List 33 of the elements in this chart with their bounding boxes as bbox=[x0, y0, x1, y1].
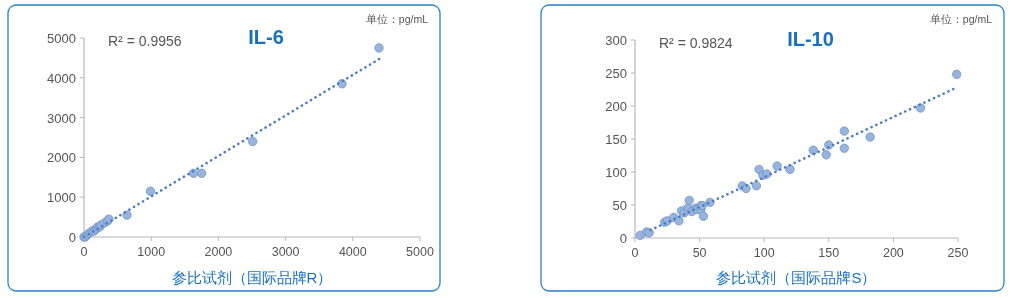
y-tick-label: 5000 bbox=[47, 31, 76, 46]
text: 单位：pg/mL bbox=[929, 13, 993, 25]
text: 单位：pg/mL bbox=[365, 13, 429, 25]
x-tick-label: 100 bbox=[753, 246, 775, 260]
x-tick-label: 5000 bbox=[406, 245, 434, 259]
y-tick-label: 50 bbox=[612, 198, 627, 213]
x-tick-label: 3000 bbox=[271, 245, 300, 259]
y-tick-label: 0 bbox=[68, 230, 76, 245]
chart-title: IL-6 bbox=[248, 26, 284, 48]
x-tick-label: 2000 bbox=[204, 245, 233, 259]
y-tick-label: 4000 bbox=[47, 70, 76, 86]
x-tick-label: 1000 bbox=[137, 245, 166, 259]
x-tick-label: 0 bbox=[80, 245, 88, 259]
x-tick-label: 0 bbox=[631, 246, 639, 260]
y-tick-label: 0 bbox=[619, 231, 627, 246]
x-axis-title: 参比试剂（国际品牌S） bbox=[716, 269, 877, 286]
annotation: R² = 0.9956 bbox=[108, 33, 182, 49]
y-tick-label: 250 bbox=[605, 66, 627, 81]
x-axis-title: 参比试剂（国际品牌R） bbox=[171, 269, 333, 286]
x-tick-label: 4000 bbox=[338, 245, 367, 259]
y-tick-label: 100 bbox=[605, 165, 627, 180]
x-tick-label: 50 bbox=[692, 246, 707, 260]
y-tick-label: 2000 bbox=[47, 150, 76, 166]
y-tick-label: 150 bbox=[605, 132, 627, 147]
x-tick-label: 250 bbox=[947, 246, 969, 260]
y-tick-label: 300 bbox=[605, 33, 627, 48]
x-tick-label: 150 bbox=[818, 246, 840, 260]
x-tick-label: 200 bbox=[882, 246, 904, 260]
annotation: R² = 0.9824 bbox=[659, 35, 733, 51]
chart-title: IL-10 bbox=[787, 28, 834, 50]
y-tick-label: 3000 bbox=[47, 110, 76, 126]
y-tick-label: 1000 bbox=[47, 190, 76, 206]
y-tick-label: 200 bbox=[605, 99, 627, 114]
